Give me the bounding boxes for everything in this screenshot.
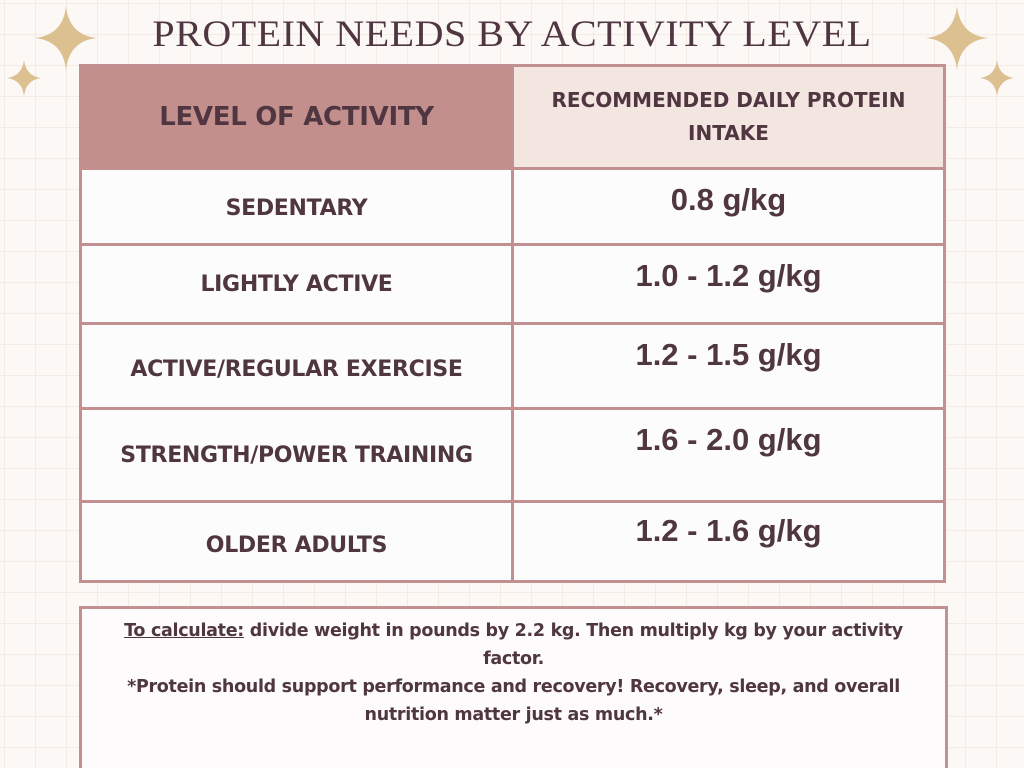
intake-cell: 1.2 - 1.5 g/kg xyxy=(635,337,822,372)
table-row: ACTIVE/REGULAR EXERCISE 1.2 - 1.5 g/kg xyxy=(82,322,943,407)
activity-cell: STRENGTH/POWER TRAINING xyxy=(82,410,514,500)
intake-cell: 1.0 - 1.2 g/kg xyxy=(635,258,822,293)
sparkle-icon xyxy=(980,60,1014,96)
intake-cell: 1.6 - 2.0 g/kg xyxy=(635,422,822,457)
intake-cell: 1.2 - 1.6 g/kg xyxy=(635,513,822,548)
calculation-instructions: To calculate: divide weight in pounds by… xyxy=(106,617,921,673)
page-title: PROTEIN NEEDS BY ACTIVITY LEVEL xyxy=(152,12,872,55)
protein-table: LEVEL OF ACTIVITY RECOMMENDED DAILY PROT… xyxy=(79,64,946,583)
table-row: STRENGTH/POWER TRAINING 1.6 - 2.0 g/kg xyxy=(82,407,943,500)
table-row: OLDER ADULTS 1.2 - 1.6 g/kg xyxy=(82,500,943,580)
note-line1: divide weight in pounds by 2.2 kg. Then … xyxy=(244,621,903,669)
sparkle-icon xyxy=(926,6,988,70)
header-activity: LEVEL OF ACTIVITY xyxy=(82,67,514,167)
sparkle-icon xyxy=(35,6,97,70)
sparkle-icon xyxy=(7,60,41,96)
activity-cell: LIGHTLY ACTIVE xyxy=(82,246,514,322)
recovery-note: *Protein should support performance and … xyxy=(127,677,900,725)
activity-cell: ACTIVE/REGULAR EXERCISE xyxy=(82,325,514,407)
activity-cell: OLDER ADULTS xyxy=(82,503,514,580)
table-row: SEDENTARY 0.8 g/kg xyxy=(82,167,943,243)
activity-cell: SEDENTARY xyxy=(82,170,514,243)
header-intake: RECOMMENDED DAILY PROTEIN INTAKE xyxy=(514,67,943,167)
intake-cell: 0.8 g/kg xyxy=(670,182,787,217)
calculation-note: To calculate: divide weight in pounds by… xyxy=(79,606,948,768)
table-header-row: LEVEL OF ACTIVITY RECOMMENDED DAILY PROT… xyxy=(82,67,943,167)
table-row: LIGHTLY ACTIVE 1.0 - 1.2 g/kg xyxy=(82,243,943,322)
note-lead: To calculate: xyxy=(124,621,244,641)
